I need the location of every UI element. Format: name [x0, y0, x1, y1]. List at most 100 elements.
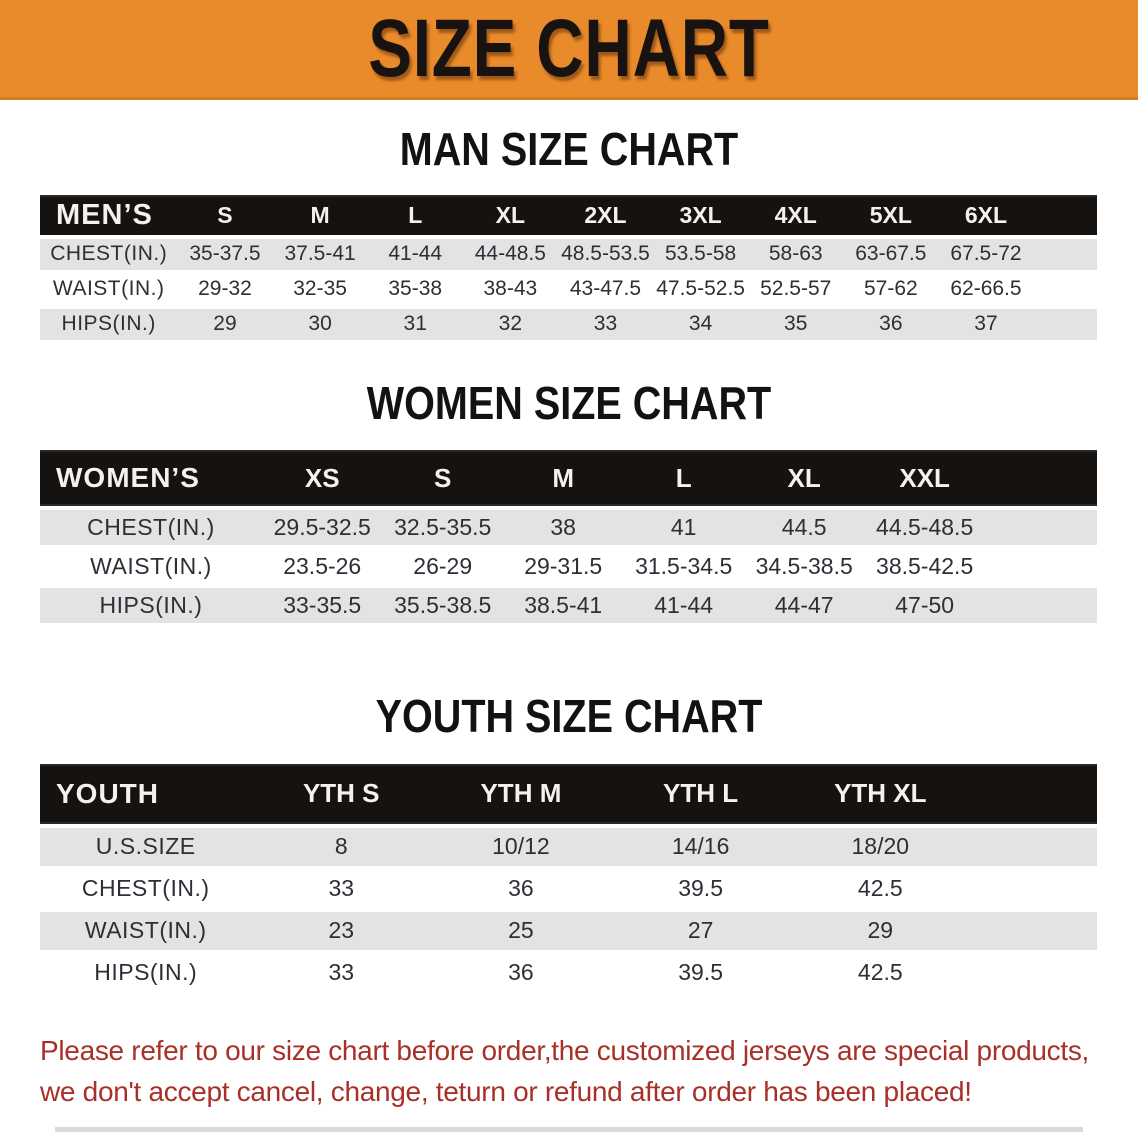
men-column-header: M — [272, 194, 368, 235]
spacer-cell — [1033, 238, 1097, 270]
spacer-cell — [970, 827, 1097, 866]
men-column-header: 6XL — [938, 194, 1034, 235]
cell: 35-38 — [367, 273, 463, 305]
men-table-header-row: MEN’S S M L XL 2XL 3XL 4XL 5XL 6XL — [40, 194, 1097, 235]
women-column-header: S — [382, 450, 503, 507]
cell: 53.5-58 — [653, 238, 749, 270]
women-size-table: WOMEN’S XS S M L XL XXL CHEST(IN.) 29.5-… — [40, 446, 1097, 627]
youth-waist-row: WAIST(IN.) 23 25 27 29 — [40, 911, 1097, 950]
men-column-header: 5XL — [843, 194, 939, 235]
cell: 38-43 — [462, 273, 558, 305]
disclaimer-note: Please refer to our size chart before or… — [40, 1030, 1138, 1112]
cell: 8 — [251, 827, 432, 866]
women-column-header: XS — [261, 450, 383, 507]
cell: 63-67.5 — [843, 238, 939, 270]
cell: 34.5-38.5 — [743, 549, 865, 585]
spacer-cell — [1033, 308, 1097, 340]
cell: 35-37.5 — [177, 238, 273, 270]
cell: 48.5-53.5 — [557, 238, 654, 270]
cell: 37.5-41 — [272, 238, 368, 270]
row-label: HIPS(IN.) — [40, 588, 262, 624]
cell: 27 — [610, 911, 791, 950]
cell: 14/16 — [610, 827, 791, 866]
spacer-cell — [984, 588, 1097, 624]
cell: 44.5-48.5 — [864, 510, 985, 546]
women-column-header: L — [623, 450, 744, 507]
cell: 41-44 — [367, 238, 463, 270]
cell: 42.5 — [790, 869, 971, 908]
cell: 62-66.5 — [938, 273, 1034, 305]
spacer-cell — [984, 450, 1097, 507]
men-table-title: MEN’S — [40, 194, 178, 235]
spacer-cell — [970, 763, 1097, 824]
women-column-header: M — [502, 450, 624, 507]
youth-size-table: YOUTH YTH S YTH M YTH L YTH XL U.S.SIZE … — [40, 760, 1097, 996]
men-column-header: 3XL — [653, 194, 749, 235]
cell: 32-35 — [272, 273, 368, 305]
cell: 67.5-72 — [938, 238, 1034, 270]
spacer-cell — [970, 869, 1097, 908]
cell: 23 — [251, 911, 432, 950]
men-section-heading: MAN SIZE CHART — [399, 123, 739, 175]
cell: 29-31.5 — [502, 549, 624, 585]
disclaimer-line-2: we don't accept cancel, change, teturn o… — [40, 1075, 972, 1107]
cell: 25 — [431, 911, 611, 950]
spacer-cell — [984, 549, 1097, 585]
size-chart-banner: SIZE CHART — [0, 0, 1138, 100]
women-section-heading: WOMEN SIZE CHART — [366, 376, 772, 429]
cell: 47.5-52.5 — [653, 273, 749, 305]
men-column-header: S — [177, 194, 273, 235]
women-column-header: XXL — [864, 450, 985, 507]
cell: 44-47 — [743, 588, 865, 624]
youth-hips-row: HIPS(IN.) 33 36 39.5 42.5 — [40, 953, 1097, 992]
disclaimer-line-1: Please refer to our size chart before or… — [40, 1034, 1090, 1066]
cell: 23.5-26 — [261, 549, 383, 585]
cell: 33 — [251, 953, 432, 992]
youth-table-header-row: YOUTH YTH S YTH M YTH L YTH XL — [40, 763, 1097, 824]
spacer-cell — [970, 953, 1097, 992]
cell: 38.5-41 — [502, 588, 624, 624]
men-chest-row: CHEST(IN.) 35-37.5 37.5-41 41-44 44-48.5… — [40, 238, 1097, 270]
row-label: CHEST(IN.) — [40, 238, 178, 270]
youth-ussize-row: U.S.SIZE 8 10/12 14/16 18/20 — [40, 827, 1097, 866]
men-column-header: 2XL — [557, 194, 654, 235]
cell: 52.5-57 — [748, 273, 844, 305]
row-label: U.S.SIZE — [40, 827, 252, 866]
women-table-title: WOMEN’S — [40, 450, 262, 507]
cell: 31 — [367, 308, 463, 340]
cell: 41 — [623, 510, 744, 546]
men-column-header: 4XL — [748, 194, 844, 235]
cell: 39.5 — [610, 953, 791, 992]
women-waist-row: WAIST(IN.) 23.5-26 26-29 29-31.5 31.5-34… — [40, 549, 1097, 585]
cell: 31.5-34.5 — [623, 549, 744, 585]
cell: 33-35.5 — [261, 588, 383, 624]
cell: 33 — [557, 308, 654, 340]
spacer-cell — [970, 911, 1097, 950]
cell: 43-47.5 — [557, 273, 654, 305]
cell: 29-32 — [177, 273, 273, 305]
banner-title: SIZE CHART — [368, 2, 770, 94]
row-label: WAIST(IN.) — [40, 911, 252, 950]
cell: 29 — [790, 911, 971, 950]
youth-column-header: YTH M — [431, 763, 611, 824]
women-chest-row: CHEST(IN.) 29.5-32.5 32.5-35.5 38 41 44.… — [40, 510, 1097, 546]
cell: 34 — [653, 308, 749, 340]
cell: 32 — [462, 308, 558, 340]
row-label: CHEST(IN.) — [40, 510, 262, 546]
women-table-header-row: WOMEN’S XS S M L XL XXL — [40, 450, 1097, 507]
cell: 58-63 — [748, 238, 844, 270]
cell: 38 — [502, 510, 624, 546]
spacer-cell — [1033, 273, 1097, 305]
youth-chest-row: CHEST(IN.) 33 36 39.5 42.5 — [40, 869, 1097, 908]
women-hips-row: HIPS(IN.) 33-35.5 35.5-38.5 38.5-41 41-4… — [40, 588, 1097, 624]
men-column-header: XL — [462, 194, 558, 235]
cell: 41-44 — [623, 588, 744, 624]
cell: 57-62 — [843, 273, 939, 305]
cell: 37 — [938, 308, 1034, 340]
row-label: CHEST(IN.) — [40, 869, 252, 908]
youth-column-header: YTH L — [610, 763, 791, 824]
cell: 44.5 — [743, 510, 865, 546]
cell: 33 — [251, 869, 432, 908]
youth-column-header: YTH S — [251, 763, 432, 824]
cell: 10/12 — [431, 827, 611, 866]
